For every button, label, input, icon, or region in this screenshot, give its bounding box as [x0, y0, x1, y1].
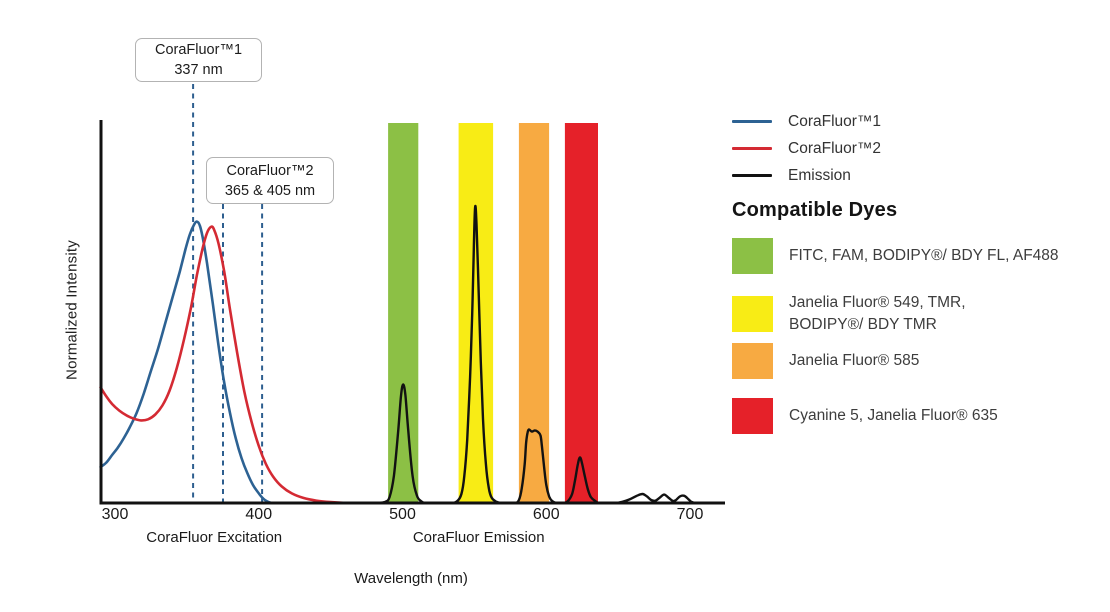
- dye-label-line: Cyanine 5, Janelia Fluor® 635: [789, 406, 998, 424]
- legend-row: CoraFluor™2: [732, 138, 881, 159]
- dye-row: Janelia Fluor® 585: [732, 343, 919, 379]
- legend-row: Emission: [732, 165, 881, 186]
- x-tick-300: 300: [101, 506, 129, 523]
- filter-band-orange: [518, 123, 550, 503]
- filter-band-red: [564, 123, 598, 503]
- dye-color-swatch: [732, 238, 773, 274]
- spectrum-curve-corafluor-2: [99, 225, 350, 505]
- legend-line-swatch: [732, 120, 772, 123]
- x-tick-700: 700: [676, 506, 704, 523]
- x-tick-400: 400: [245, 506, 273, 523]
- annotation-callout-corafluor2: CoraFluor™2 365 & 405 nm: [206, 157, 334, 204]
- x-tick-500: 500: [389, 506, 416, 523]
- x-tick-600: 600: [532, 506, 560, 523]
- dye-label: Janelia Fluor® 549, TMR, BODIPY®/ BDY TMR: [789, 292, 966, 337]
- callout-value: 337 nm: [174, 62, 223, 78]
- filter-band-yellow: [458, 123, 494, 503]
- legend-row: CoraFluor™1: [732, 111, 881, 132]
- dye-label-line: Janelia Fluor® 585: [789, 351, 920, 369]
- callout-value: 365 & 405 nm: [224, 182, 316, 199]
- annotation-callout-corafluor1: CoraFluor™1 337 nm: [135, 38, 262, 82]
- legend-line-swatch: [732, 174, 772, 177]
- dye-color-swatch: [732, 296, 773, 333]
- dye-row: Janelia Fluor® 549, TMR, BODIPY®/ BDY TMR: [732, 292, 966, 337]
- legend-label: CoraFluor™1: [788, 112, 882, 130]
- compatible-dyes-heading: Compatible Dyes: [732, 199, 898, 221]
- x-axis-region-label-emission: CoraFluor Emission: [412, 529, 545, 546]
- dye-label-line: FITC, FAM, BODIPY®/ BDY FL, AF488: [789, 246, 1059, 264]
- spectrum-curve-corafluor-1: [99, 220, 273, 505]
- chart-legend: CoraFluor™1 CoraFluor™2 Emission: [732, 111, 881, 186]
- dye-color-swatch: [732, 398, 773, 434]
- dye-row: FITC, FAM, BODIPY®/ BDY FL, AF488: [732, 238, 1059, 274]
- legend-label: Emission: [788, 166, 851, 184]
- x-axis-title: Wavelength (nm): [354, 570, 468, 587]
- dye-label-line: BODIPY®/ BDY TMR: [789, 316, 937, 334]
- filter-band-green: [388, 123, 419, 503]
- dye-label-line: Janelia Fluor® 549, TMR,: [789, 294, 966, 311]
- callout-title: CoraFluor™1: [154, 42, 243, 58]
- x-axis-region-label-excitation: CoraFluor Excitation: [146, 529, 283, 546]
- legend-label: CoraFluor™2: [788, 139, 882, 157]
- dye-label: FITC, FAM, BODIPY®/ BDY FL, AF488: [789, 245, 1059, 267]
- legend-line-swatch: [732, 147, 772, 150]
- dye-row: Cyanine 5, Janelia Fluor® 635: [732, 398, 998, 434]
- dye-color-swatch: [732, 343, 773, 379]
- dye-label: Cyanine 5, Janelia Fluor® 635: [789, 405, 998, 427]
- y-axis-label: Normalized Intensity: [63, 240, 81, 380]
- dye-label: Janelia Fluor® 585: [789, 350, 919, 372]
- callout-title: CoraFluor™2: [226, 162, 314, 179]
